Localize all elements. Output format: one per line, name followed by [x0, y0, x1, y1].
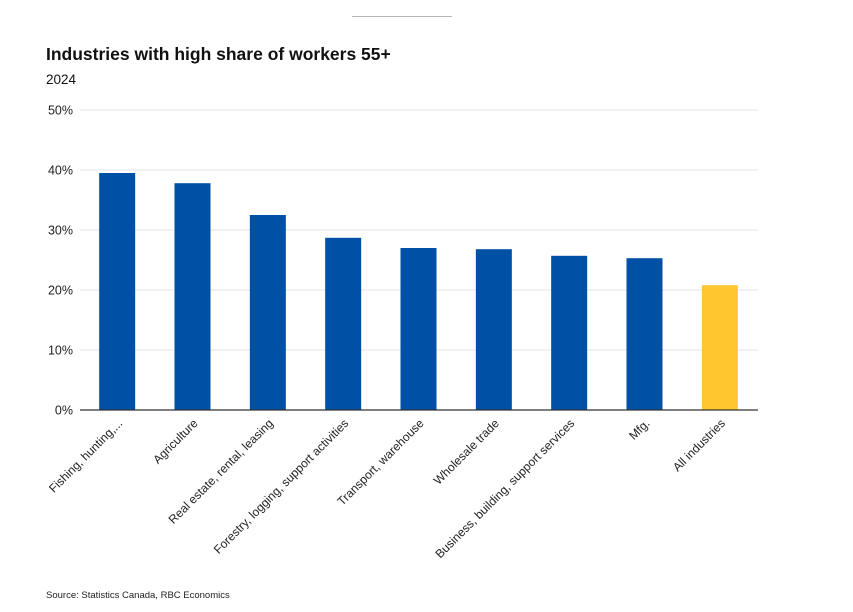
bar	[249, 215, 286, 410]
x-tick-label: Fishing, hunting,...	[46, 416, 125, 495]
y-tick-label: 10%	[48, 344, 73, 358]
top-divider	[352, 16, 452, 17]
y-tick-label: 40%	[48, 164, 73, 178]
y-tick-label: 20%	[48, 284, 73, 298]
y-axis: 0% 10% 20% 30% 40% 50%	[48, 104, 73, 418]
bar	[701, 285, 738, 410]
bars	[99, 173, 738, 410]
bar	[475, 249, 512, 410]
bar	[551, 255, 588, 410]
x-tick-label: All industries	[670, 416, 728, 474]
x-tick-label: Wholesale trade	[431, 416, 502, 487]
bar	[325, 237, 362, 410]
bar	[400, 248, 437, 410]
y-tick-label: 50%	[48, 104, 73, 118]
bar	[99, 173, 136, 410]
bar	[174, 183, 211, 410]
x-tick-label: Forestry, logging, support activities	[211, 416, 351, 556]
y-tick-label: 30%	[48, 224, 73, 238]
chart-title: Industries with high share of workers 55…	[46, 44, 391, 64]
x-tick-label: Transport, warehouse	[334, 416, 426, 508]
chart-subtitle: 2024	[46, 72, 77, 87]
x-tick-label: Agriculture	[150, 416, 201, 467]
y-tick-label: 0%	[55, 404, 73, 418]
source-note: Source: Statistics Canada, RBC Economics	[46, 590, 230, 601]
bar	[626, 258, 663, 410]
x-tick-label: Business, building, support services	[432, 416, 577, 561]
x-tick-label: Mfg.	[626, 416, 652, 442]
